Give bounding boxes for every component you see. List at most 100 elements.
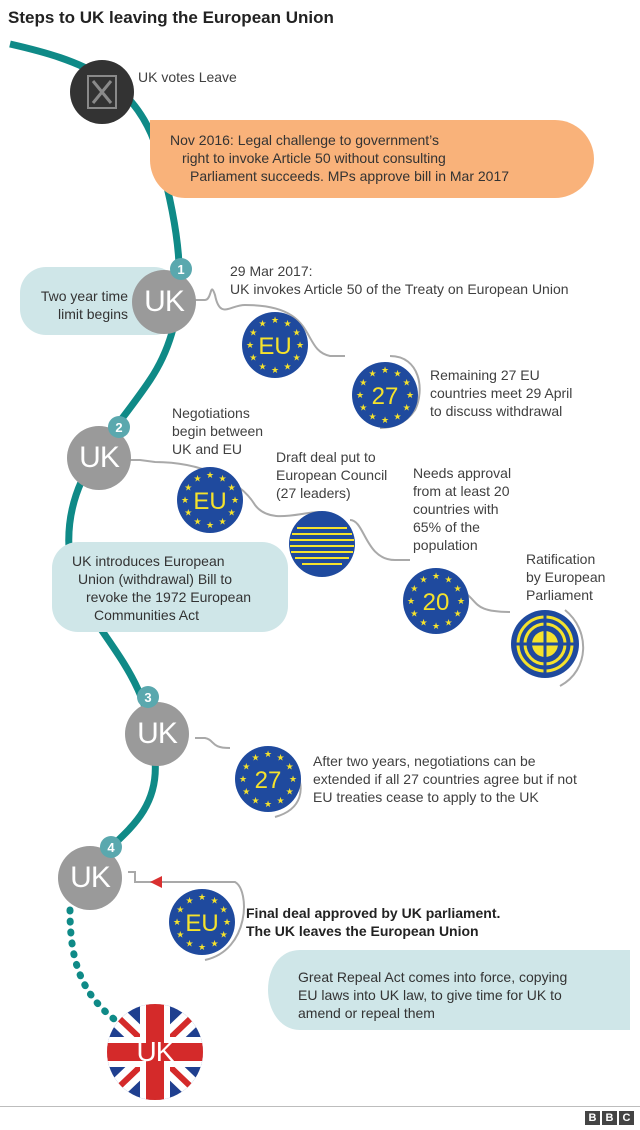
svg-text:★: ★ bbox=[454, 584, 462, 594]
bbc-logo-b2: B bbox=[602, 1111, 617, 1125]
svg-text:★: ★ bbox=[271, 315, 279, 325]
svg-text:★: ★ bbox=[289, 774, 297, 784]
uk-circle-final: UK bbox=[136, 1036, 175, 1067]
svg-text:★: ★ bbox=[176, 905, 184, 915]
svg-text:★: ★ bbox=[407, 596, 415, 606]
extension-text: After two years, negotiations can be ext… bbox=[313, 753, 577, 805]
svg-text:★: ★ bbox=[432, 621, 440, 631]
svg-text:★: ★ bbox=[276, 796, 284, 806]
svg-text:★: ★ bbox=[406, 390, 414, 400]
svg-text:★: ★ bbox=[381, 415, 389, 425]
svg-text:★: ★ bbox=[228, 508, 236, 518]
step-badge-4: 4 bbox=[100, 836, 122, 858]
ballot-icon bbox=[70, 60, 134, 124]
footer-divider bbox=[0, 1106, 640, 1107]
svg-text:★: ★ bbox=[239, 774, 247, 784]
svg-text:★: ★ bbox=[359, 378, 367, 388]
bbc-logo: B B C bbox=[585, 1111, 634, 1125]
svg-text:★: ★ bbox=[356, 390, 364, 400]
eu-flag-2-label: EU bbox=[193, 488, 226, 515]
page-title: Steps to UK leaving the European Union bbox=[8, 8, 334, 27]
uk-circle-2: UK bbox=[67, 426, 131, 490]
connector-4 bbox=[128, 871, 245, 961]
svg-text:★: ★ bbox=[242, 787, 250, 797]
remaining27-text: Remaining 27 EU countries meet 29 April … bbox=[430, 367, 573, 419]
count-27-flag-1-label: 27 bbox=[372, 383, 399, 410]
svg-text:★: ★ bbox=[283, 362, 291, 372]
svg-text:★: ★ bbox=[193, 517, 201, 527]
svg-text:★: ★ bbox=[198, 942, 206, 952]
svg-text:★: ★ bbox=[419, 618, 427, 628]
uk-circle-3: UK bbox=[125, 702, 189, 766]
svg-text:★: ★ bbox=[242, 762, 250, 772]
svg-text:★: ★ bbox=[176, 930, 184, 940]
svg-text:★: ★ bbox=[444, 574, 452, 584]
svg-text:★: ★ bbox=[264, 799, 272, 809]
eu-flag-3: ★★★★★★★★★ ★ ★★EU bbox=[169, 889, 235, 955]
svg-text:★: ★ bbox=[432, 571, 440, 581]
svg-text:★: ★ bbox=[228, 483, 236, 493]
eu-flag-1: ★★★★★★★★★ ★ ★★EU bbox=[242, 312, 308, 378]
eu-flag-2: ★★★★★★★★★ ★ ★★EU bbox=[177, 467, 243, 533]
svg-text:★: ★ bbox=[193, 473, 201, 483]
vote-label: UK votes Leave bbox=[138, 69, 237, 85]
svg-text:★: ★ bbox=[258, 362, 266, 372]
svg-text:★: ★ bbox=[393, 412, 401, 422]
count-27-flag-2-label: 27 bbox=[255, 767, 282, 794]
svg-text:★: ★ bbox=[293, 328, 301, 338]
arrow-red bbox=[150, 876, 162, 888]
svg-text:★: ★ bbox=[220, 930, 228, 940]
connector-1 bbox=[190, 288, 345, 357]
svg-text:★: ★ bbox=[283, 318, 291, 328]
article50-text: 29 Mar 2017: UK invokes Article 50 of th… bbox=[230, 263, 569, 297]
eu-flag-circles: ★★★★★★★★★ ★ ★★EU★★★★★★★★★ ★ ★★27★★★★★★★★★ ★ ★★… bbox=[169, 312, 469, 955]
svg-text:★: ★ bbox=[220, 905, 228, 915]
svg-text:★: ★ bbox=[249, 328, 257, 338]
count-27-flag-1: ★★★★★★★★★ ★ ★★27 bbox=[352, 362, 418, 428]
approval-text: Needs approval from at least 20 countrie… bbox=[413, 465, 512, 553]
ratification-text: Ratification by European Parliament bbox=[526, 551, 606, 603]
svg-text:★: ★ bbox=[185, 939, 193, 949]
eu-flag-1-label: EU bbox=[258, 333, 291, 360]
svg-text:★: ★ bbox=[403, 403, 411, 413]
svg-text:★: ★ bbox=[218, 473, 226, 483]
svg-text:★: ★ bbox=[276, 752, 284, 762]
svg-text:★: ★ bbox=[251, 752, 259, 762]
svg-text:★: ★ bbox=[210, 939, 218, 949]
svg-text:★: ★ bbox=[173, 917, 181, 927]
svg-text:★: ★ bbox=[368, 368, 376, 378]
svg-text:★: ★ bbox=[184, 508, 192, 518]
svg-text:★: ★ bbox=[286, 787, 294, 797]
timeline-dotted bbox=[66, 906, 134, 1034]
teal-callout-3 bbox=[268, 950, 630, 1030]
eu-flag-3-label: EU bbox=[185, 910, 218, 937]
svg-text:★: ★ bbox=[403, 378, 411, 388]
count-20-flag: ★★★★★★★★★ ★ ★★20 bbox=[403, 568, 469, 634]
connector-2d bbox=[559, 609, 585, 687]
teal-callout-2 bbox=[52, 542, 288, 632]
svg-text:★: ★ bbox=[218, 517, 226, 527]
svg-text:★: ★ bbox=[231, 495, 239, 505]
connector-2b bbox=[349, 519, 410, 561]
negotiations-text: Negotiations begin between UK and EU bbox=[172, 405, 264, 457]
count-20-flag-label: 20 bbox=[423, 589, 450, 616]
svg-text:★: ★ bbox=[206, 520, 214, 530]
svg-text:★: ★ bbox=[457, 596, 465, 606]
svg-text:★: ★ bbox=[410, 609, 418, 619]
svg-text:★: ★ bbox=[206, 470, 214, 480]
svg-text:★: ★ bbox=[381, 365, 389, 375]
final-deal-text: Final deal approved by UK parliament. Th… bbox=[246, 905, 501, 939]
svg-text:★: ★ bbox=[271, 365, 279, 375]
svg-text:★: ★ bbox=[251, 796, 259, 806]
withdrawal-bill-text: UK introduces European Union (withdrawal… bbox=[72, 553, 252, 623]
svg-text:★: ★ bbox=[249, 353, 257, 363]
step-badge-1: 1 bbox=[170, 258, 192, 280]
svg-text:★: ★ bbox=[444, 618, 452, 628]
svg-text:★: ★ bbox=[293, 353, 301, 363]
svg-text:★: ★ bbox=[258, 318, 266, 328]
bbc-logo-c: C bbox=[619, 1111, 634, 1125]
repeal-text: Great Repeal Act comes into force, copyi… bbox=[298, 969, 568, 1021]
svg-text:★: ★ bbox=[184, 483, 192, 493]
svg-text:★: ★ bbox=[410, 584, 418, 594]
